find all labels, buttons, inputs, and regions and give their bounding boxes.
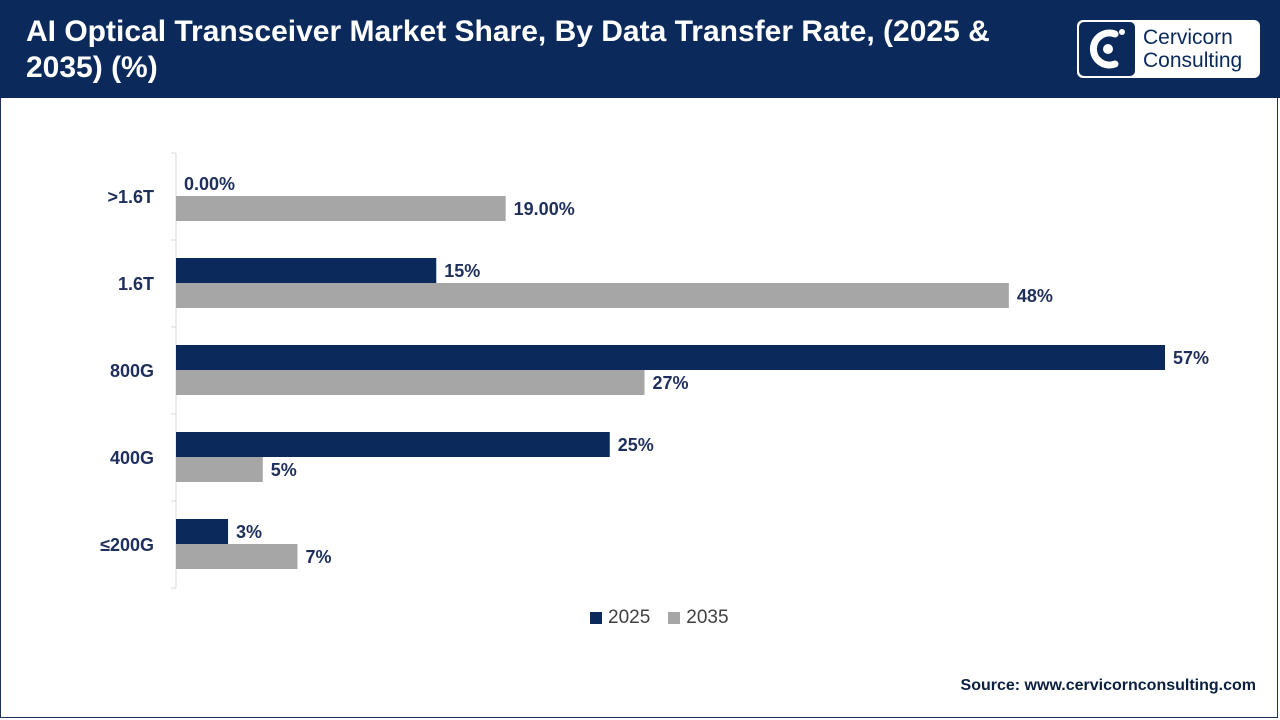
data-label-2025: 0.00% [184, 174, 235, 194]
data-label-2035: 5% [271, 460, 297, 480]
data-label-2035: 27% [652, 373, 688, 393]
data-label-2025: 57% [1173, 348, 1209, 368]
legend-swatch-2025 [590, 612, 602, 624]
legend-swatch-2035 [668, 612, 681, 624]
header-banner: AI Optical Transceiver Market Share, By … [0, 0, 1280, 98]
bar-2035 [176, 457, 263, 482]
category-label: 800G [110, 361, 154, 381]
data-label-2025: 15% [444, 261, 480, 281]
data-label-2025: 3% [236, 522, 262, 542]
bar-2035 [176, 544, 298, 569]
data-label-2035: 7% [305, 547, 331, 567]
legend-label-2025: 2025 [608, 607, 651, 628]
bar-2025 [176, 519, 229, 544]
category-label: ≤200G [100, 535, 154, 555]
bar-2035 [176, 283, 1009, 308]
category-label: 400G [110, 448, 154, 468]
data-label-2035: 19.00% [514, 199, 575, 219]
legend-label-2035: 2035 [686, 607, 729, 628]
category-label: >1.6T [107, 187, 154, 207]
logo-line2: Consulting [1143, 49, 1243, 72]
chart-title: AI Optical Transceiver Market Share, By … [26, 15, 990, 84]
legend: 2025 2035 [590, 607, 729, 629]
category-label: 1.6T [118, 274, 154, 294]
data-label-2025: 25% [618, 435, 654, 455]
legend-item-2035: 2035 [668, 607, 729, 629]
logo-icon [1079, 22, 1135, 76]
legend-item-2025: 2025 [590, 607, 650, 629]
bar-2035 [176, 370, 645, 395]
bar-2035 [176, 196, 506, 221]
bar-2025 [176, 345, 1165, 370]
data-label-2035: 48% [1017, 286, 1053, 306]
bar-chart: >1.6T 0.00% 19.00% 1.6T 15% 48% 800G 57% 27% 400G… [100, 152, 1209, 589]
logo-text: Cervicorn Consulting [1143, 26, 1242, 72]
company-logo: Cervicorn Consulting [1077, 20, 1260, 78]
bar-2025 [176, 258, 437, 283]
logo-line1: Cervicorn [1143, 26, 1233, 49]
bar-2025 [176, 432, 610, 457]
source-note: Source: www.cervicornconsulting.com [960, 677, 1256, 694]
